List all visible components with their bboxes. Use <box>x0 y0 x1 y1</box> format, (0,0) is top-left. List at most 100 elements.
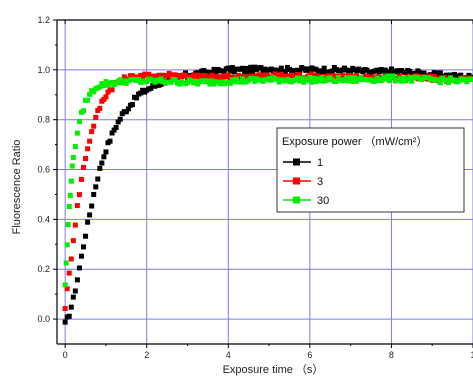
data-point <box>225 72 231 78</box>
y-tick-label: 1.2 <box>37 15 50 25</box>
data-point <box>468 76 473 82</box>
data-point <box>364 73 370 79</box>
data-point <box>103 79 109 85</box>
data-point <box>329 68 335 74</box>
data-point <box>421 70 427 76</box>
data-point <box>166 70 172 76</box>
data-point <box>97 105 103 111</box>
data-point <box>85 219 91 225</box>
data-point <box>70 238 76 244</box>
data-point <box>350 78 356 84</box>
data-point <box>297 78 303 84</box>
data-point <box>85 146 91 152</box>
data-point <box>63 260 69 266</box>
y-axis-label: Fluorescence Ratio <box>11 140 23 235</box>
data-point <box>91 123 97 129</box>
data-point <box>83 156 89 162</box>
data-point <box>231 69 237 75</box>
data-point <box>85 97 91 103</box>
data-point <box>113 124 119 130</box>
data-point <box>348 75 354 81</box>
data-point <box>409 78 415 84</box>
data-point <box>248 64 254 70</box>
data-point <box>431 73 437 79</box>
data-point <box>76 118 82 124</box>
data-point <box>364 67 370 73</box>
data-point <box>333 78 339 84</box>
data-point <box>68 256 74 262</box>
data-point <box>311 72 317 78</box>
data-point <box>297 68 303 74</box>
data-point <box>225 65 231 71</box>
data-point <box>97 165 103 171</box>
data-point <box>103 94 109 100</box>
y-tick-label: 0.2 <box>37 264 50 274</box>
legend-title: Exposure power （mW/cm²） <box>282 135 427 148</box>
data-point <box>317 78 323 84</box>
data-point <box>74 277 80 283</box>
data-point <box>238 79 244 85</box>
data-point <box>68 178 74 184</box>
data-point <box>205 78 211 84</box>
y-tick-label: 0.4 <box>37 214 50 224</box>
legend: Exposure power （mW/cm²） 1 3 30 <box>276 127 465 213</box>
legend-marker-1 <box>293 158 300 166</box>
data-point <box>83 233 89 239</box>
data-point <box>103 149 109 155</box>
data-point <box>201 68 207 74</box>
data-point <box>87 91 93 97</box>
data-point <box>66 270 72 276</box>
data-point <box>307 74 313 80</box>
data-point <box>407 75 413 81</box>
data-point <box>319 69 325 75</box>
data-point <box>62 305 68 311</box>
data-point <box>65 221 71 227</box>
data-point <box>372 78 378 84</box>
data-point <box>227 68 233 74</box>
data-point <box>250 69 256 75</box>
data-point <box>299 75 305 81</box>
x-tick-label: 1 <box>470 350 473 360</box>
data-point <box>309 79 315 85</box>
data-point <box>140 74 146 80</box>
x-tick-label: 4 <box>226 350 231 360</box>
data-point <box>144 79 150 85</box>
data-point <box>123 109 129 115</box>
legend-marker-30 <box>293 196 300 204</box>
data-point <box>311 75 317 81</box>
data-point <box>235 72 241 78</box>
x-tick-label: 8 <box>389 350 394 360</box>
data-point <box>107 138 113 144</box>
data-point <box>446 80 452 86</box>
data-point <box>72 288 78 294</box>
data-point <box>76 265 82 271</box>
data-point <box>109 87 115 93</box>
data-point <box>313 79 319 85</box>
legend-box <box>276 127 465 213</box>
plot-frame <box>56 19 473 345</box>
y-tick-label: 0.8 <box>37 115 50 125</box>
data-point <box>246 69 252 75</box>
data-point <box>435 77 441 83</box>
data-point <box>209 72 215 78</box>
data-point <box>397 76 403 82</box>
data-point <box>68 304 74 310</box>
data-point <box>66 204 72 210</box>
data-point <box>390 73 396 79</box>
data-point <box>276 74 282 80</box>
data-point <box>74 203 80 209</box>
data-point <box>81 244 87 250</box>
data-point <box>344 75 350 81</box>
data-point <box>278 65 284 71</box>
data-point <box>342 78 348 84</box>
data-point <box>70 154 76 160</box>
data-point <box>378 78 384 84</box>
data-point <box>458 72 464 78</box>
data-point <box>307 68 313 74</box>
data-point <box>437 80 443 86</box>
data-point <box>268 77 274 83</box>
data-point <box>305 77 311 83</box>
data-point <box>203 73 209 79</box>
data-point <box>382 76 388 82</box>
data-point <box>115 119 121 125</box>
